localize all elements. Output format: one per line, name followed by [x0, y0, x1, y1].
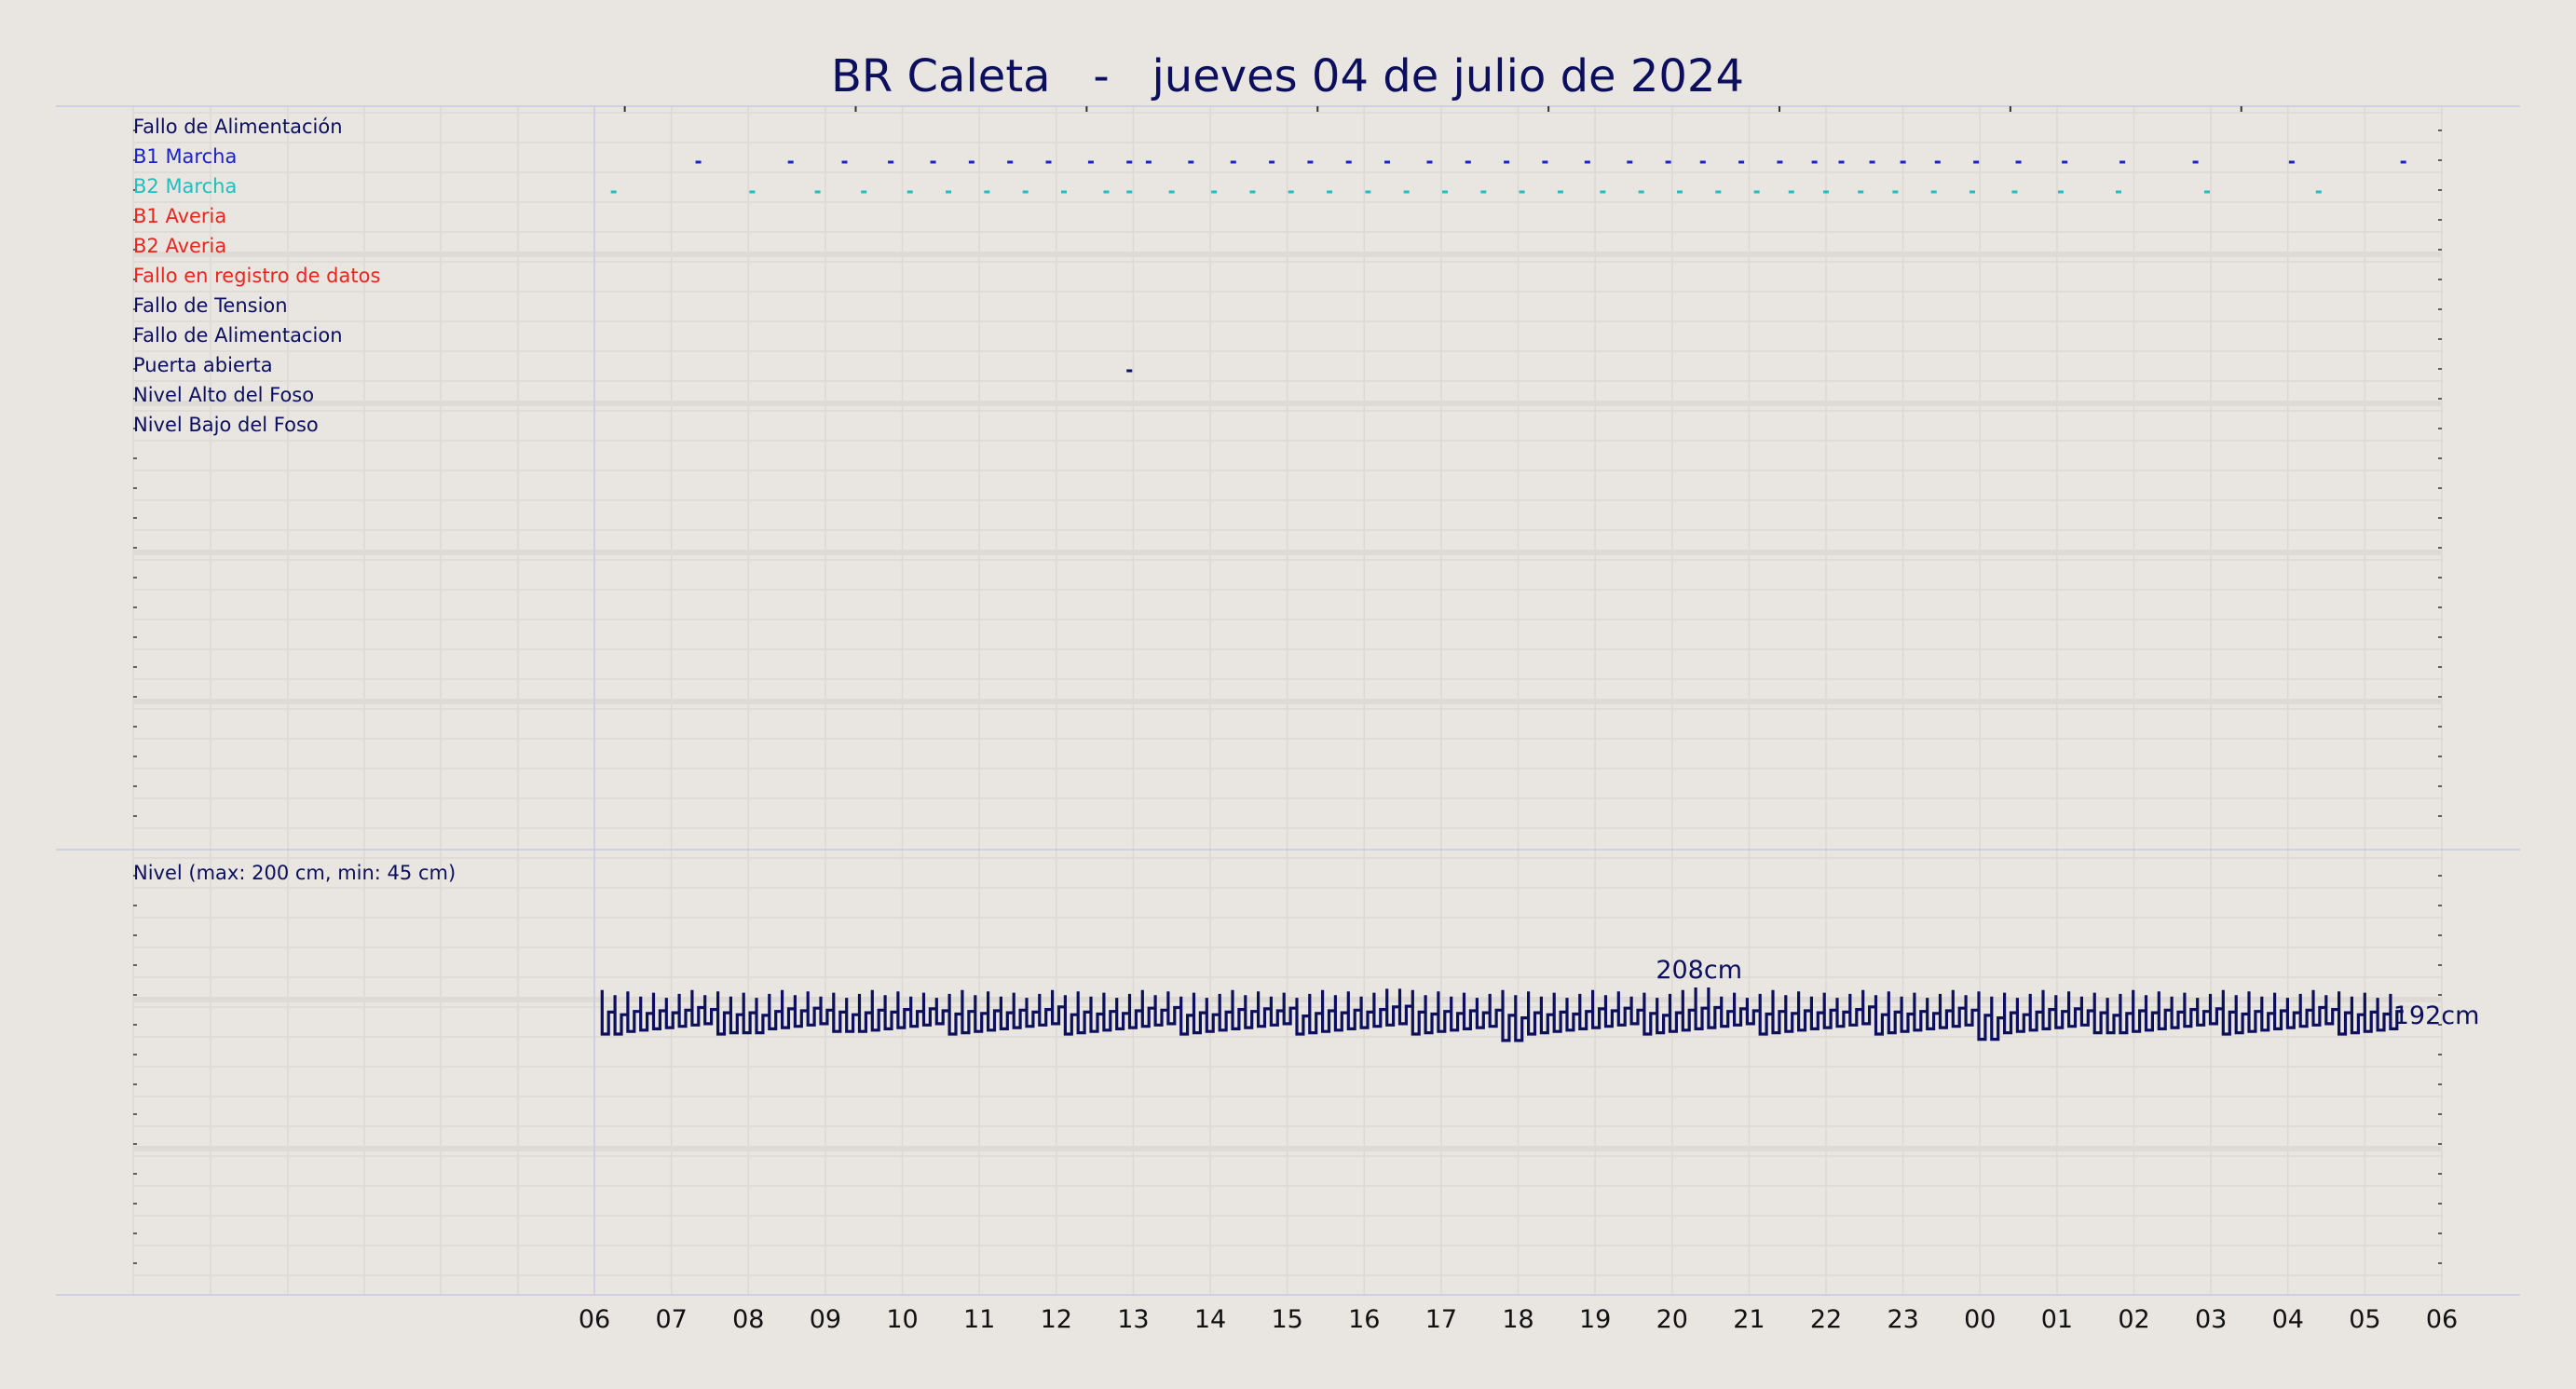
x-tick-label: 18	[1502, 1305, 1533, 1334]
x-tick-label: 17	[1425, 1305, 1457, 1334]
x-tick-label: 09	[810, 1305, 841, 1334]
x-tick-label: 13	[1117, 1305, 1149, 1334]
x-tick-label: 14	[1194, 1305, 1226, 1334]
band-row	[133, 252, 2442, 257]
chart-title: BR Caleta - jueves 04 de julio de 2024	[831, 50, 1744, 102]
category-label: B2 Averia	[133, 235, 226, 257]
x-tick-label: 22	[1810, 1305, 1842, 1334]
band-row	[133, 699, 2442, 704]
category-label: Fallo en registro de datos	[133, 265, 380, 287]
x-tick-label: 21	[1733, 1305, 1765, 1334]
x-axis: 06 07 08 09 10 11 12 13 14 15 16 17 18 19 20 21 22 23 00 01…	[579, 1305, 2458, 1334]
x-tick-label: 11	[963, 1305, 995, 1334]
x-tick-label: 01	[2041, 1305, 2073, 1334]
x-tick-label: 07	[655, 1305, 687, 1334]
x-tick-label: 06	[2426, 1305, 2458, 1334]
category-label: Fallo de Alimentación	[133, 116, 343, 138]
level-series	[600, 987, 2404, 1042]
event-timeline-panel: Fallo de Alimentación B1 Marcha B2 Marcha B…	[133, 116, 2406, 436]
end-label: 192cm	[2393, 1001, 2480, 1030]
x-tick-label: 19	[1579, 1305, 1611, 1334]
band-row	[133, 550, 2442, 555]
x-tick-label: 23	[1887, 1305, 1918, 1334]
category-label: B1 Marcha	[133, 145, 237, 168]
x-tick-label: 02	[2118, 1305, 2149, 1334]
x-tick-label: 12	[1041, 1305, 1072, 1334]
level-panel: Nivel (max: 200 cm, min: 45 cm) 208cm 192…	[133, 862, 2480, 1042]
x-tick-label: 03	[2195, 1305, 2227, 1334]
x-tick-label: 16	[1348, 1305, 1380, 1334]
category-label: B2 Marcha	[133, 175, 237, 197]
x-tick-label: 00	[1964, 1305, 1996, 1334]
panel-dividers	[56, 105, 2520, 1296]
category-label: Fallo de Tension	[133, 294, 288, 317]
category-label: Puerta abierta	[133, 354, 273, 376]
category-label: Nivel Alto del Foso	[133, 384, 314, 406]
x-tick-label: 20	[1656, 1305, 1688, 1334]
category-label: Fallo de Alimentacion	[133, 324, 343, 347]
band-rows	[133, 252, 2442, 1151]
x-tick-label: 06	[579, 1305, 610, 1334]
x-tick-label: 04	[2272, 1305, 2304, 1334]
band-row	[133, 997, 2442, 1002]
category-label: B1 Averia	[133, 205, 226, 227]
x-tick-label: 08	[732, 1305, 764, 1334]
x-tick-label: 05	[2349, 1305, 2380, 1334]
category-label: Nivel Bajo del Foso	[133, 414, 319, 436]
peak-label: 208cm	[1656, 956, 1742, 985]
x-tick-label: 10	[886, 1305, 918, 1334]
level-panel-title: Nivel (max: 200 cm, min: 45 cm)	[133, 862, 456, 884]
band-row	[133, 1146, 2442, 1151]
x-tick-label: 15	[1271, 1305, 1302, 1334]
band-row	[133, 401, 2442, 406]
